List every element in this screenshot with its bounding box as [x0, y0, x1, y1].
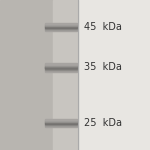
- Text: 35  kDa: 35 kDa: [84, 63, 122, 72]
- Bar: [0, 0, 78, 150]
- Bar: [45, 121, 76, 122]
- Bar: [45, 124, 76, 125]
- Bar: [45, 65, 76, 66]
- Bar: [45, 125, 76, 126]
- Bar: [45, 119, 76, 120]
- Bar: [45, 70, 76, 71]
- Bar: [45, 64, 76, 65]
- Bar: [45, 69, 76, 70]
- Bar: [45, 26, 76, 27]
- Bar: [45, 63, 76, 64]
- Bar: [52, 0, 78, 150]
- Bar: [45, 71, 76, 72]
- Bar: [78, 0, 150, 150]
- Bar: [45, 27, 76, 28]
- Bar: [45, 126, 76, 127]
- Bar: [45, 23, 76, 24]
- Bar: [45, 30, 76, 31]
- Bar: [45, 25, 76, 26]
- Text: 45  kDa: 45 kDa: [84, 22, 122, 32]
- Bar: [45, 68, 76, 69]
- Bar: [45, 120, 76, 121]
- Bar: [45, 28, 76, 29]
- Bar: [45, 29, 76, 30]
- Bar: [45, 24, 76, 25]
- Bar: [45, 66, 76, 67]
- Bar: [45, 122, 76, 123]
- Bar: [45, 67, 76, 68]
- Text: 25  kDa: 25 kDa: [84, 118, 122, 128]
- Bar: [45, 123, 76, 124]
